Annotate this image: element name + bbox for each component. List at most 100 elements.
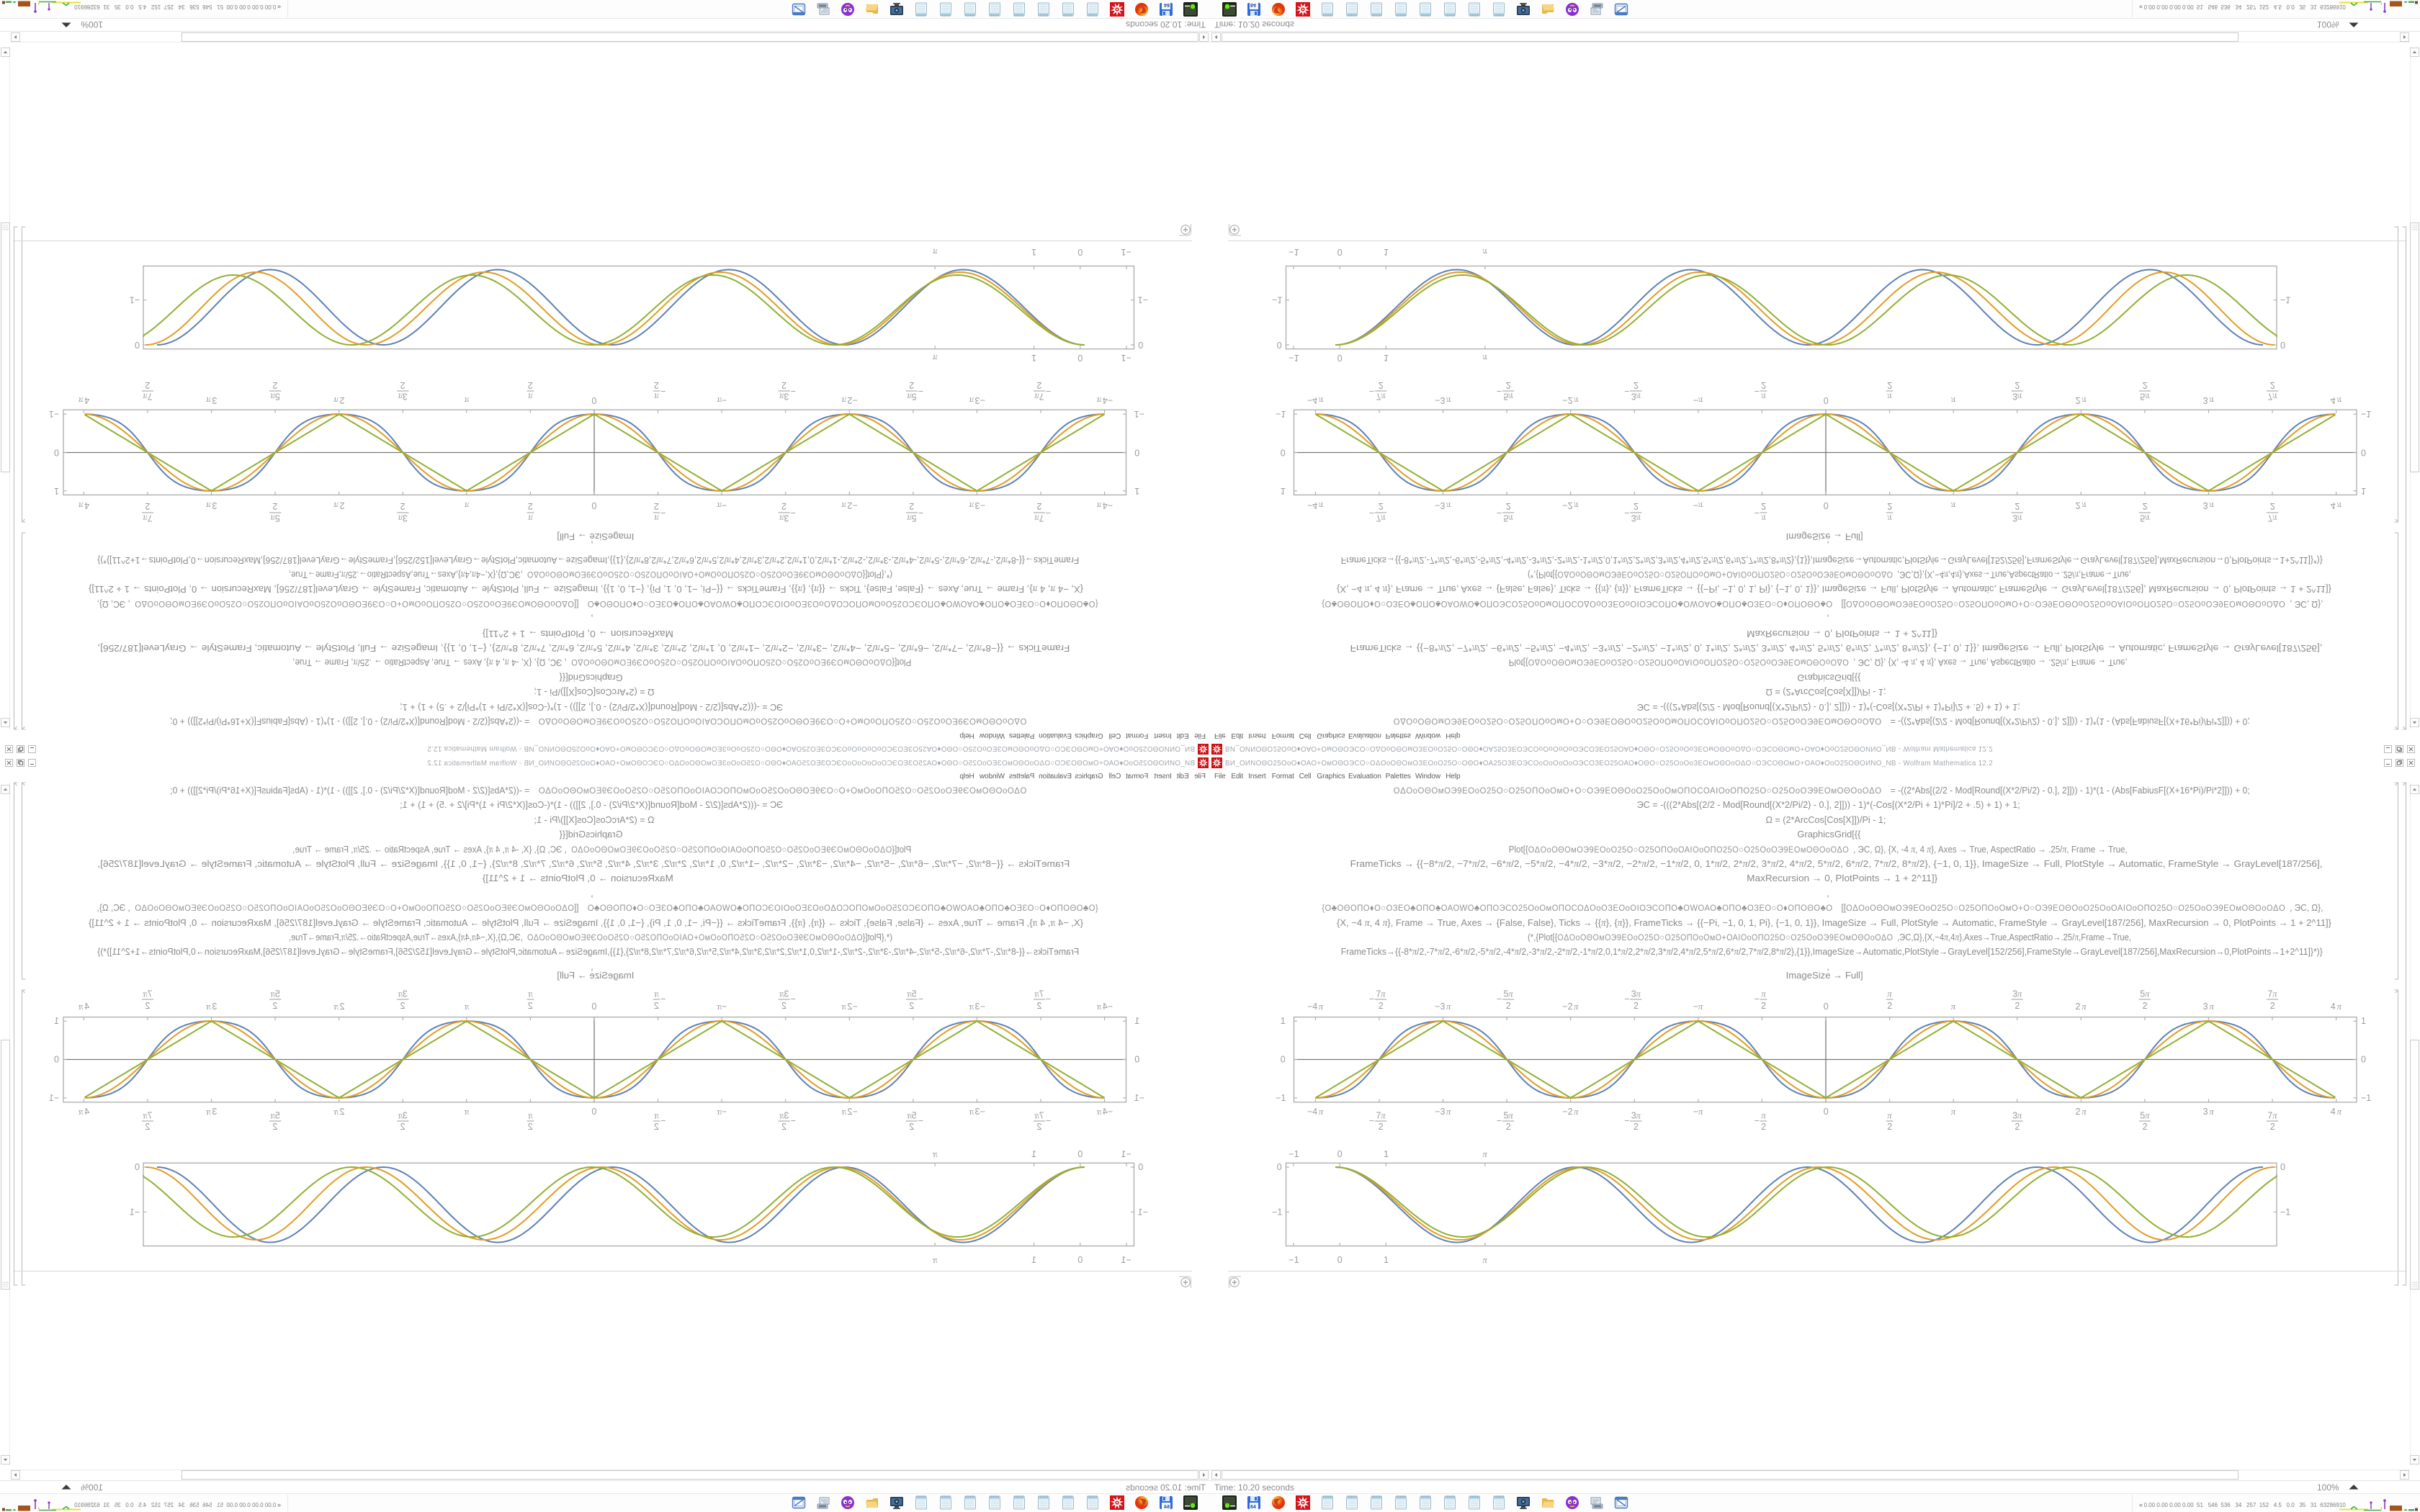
svg-text:π: π	[270, 989, 275, 999]
svg-text:π: π	[1574, 500, 1579, 511]
svg-text:5: 5	[912, 1111, 917, 1121]
svg-text:2: 2	[1036, 380, 1041, 390]
svg-text:−2: −2	[1562, 395, 1572, 405]
svg-text:7: 7	[148, 392, 153, 402]
svg-text:−1: −1	[1289, 247, 1299, 257]
svg-text:π: π	[2145, 989, 2150, 999]
svg-text:−: −	[790, 994, 795, 1004]
svg-text:4: 4	[2331, 500, 2336, 510]
svg-text:π: π	[717, 1001, 722, 1012]
svg-text:0: 0	[1824, 1002, 1829, 1012]
svg-text:3: 3	[2012, 392, 2017, 402]
svg-text:π: π	[528, 513, 533, 524]
svg-text:−1: −1	[1276, 409, 1286, 419]
svg-text:2: 2	[340, 395, 345, 405]
svg-text:−: −	[1497, 508, 1502, 518]
svg-text:3: 3	[403, 513, 408, 523]
svg-text:π: π	[2145, 392, 2150, 402]
svg-text:π: π	[333, 395, 339, 406]
svg-text:π: π	[1698, 1001, 1703, 1012]
svg-text:1: 1	[1134, 1016, 1139, 1026]
svg-text:2: 2	[528, 380, 533, 390]
svg-text:−: −	[1693, 1002, 1698, 1012]
svg-text:−2: −2	[847, 395, 857, 405]
svg-text:−: −	[1754, 508, 1760, 518]
svg-text:2: 2	[909, 1001, 914, 1011]
svg-text:π: π	[1508, 989, 1513, 999]
svg-text:π: π	[717, 1106, 722, 1117]
svg-text:−4: −4	[1103, 1107, 1113, 1117]
svg-text:π: π	[1096, 1001, 1101, 1012]
svg-text:0: 0	[1337, 1255, 1343, 1265]
svg-text:−1: −1	[1138, 295, 1148, 305]
svg-text:π: π	[1761, 392, 1766, 402]
svg-text:π: π	[398, 1110, 403, 1121]
svg-text:5: 5	[2140, 1111, 2145, 1121]
svg-text:−1: −1	[2361, 409, 2371, 419]
svg-text:π: π	[528, 1110, 533, 1121]
svg-text:2: 2	[2076, 500, 2081, 510]
svg-text:π: π	[1446, 1106, 1451, 1117]
svg-text:−1: −1	[1134, 1093, 1144, 1103]
svg-text:2: 2	[909, 501, 914, 511]
svg-text:π: π	[1574, 395, 1579, 406]
svg-text:2: 2	[1761, 501, 1766, 511]
svg-text:7: 7	[1376, 513, 1381, 523]
svg-text:π: π	[464, 395, 469, 406]
svg-text:π: π	[143, 513, 148, 524]
svg-text:7: 7	[1376, 392, 1381, 402]
svg-text:π: π	[1887, 392, 1892, 402]
svg-text:−: −	[1693, 395, 1698, 405]
svg-text:−: −	[1369, 994, 1374, 1004]
svg-text:3: 3	[2203, 500, 2208, 510]
svg-text:2: 2	[1761, 380, 1766, 390]
svg-text:−: −	[1046, 1116, 1051, 1126]
svg-text:π: π	[907, 989, 912, 999]
svg-text:3: 3	[784, 392, 789, 402]
svg-text:3: 3	[1631, 1111, 1636, 1121]
svg-text:π: π	[1636, 989, 1641, 999]
svg-text:2: 2	[1634, 1001, 1639, 1011]
svg-text:π: π	[1482, 247, 1487, 258]
svg-text:−4: −4	[1103, 395, 1113, 405]
svg-text:7: 7	[148, 989, 153, 999]
svg-text:1: 1	[1281, 1016, 1286, 1026]
svg-text:0: 0	[1077, 1255, 1083, 1265]
svg-text:2: 2	[400, 1001, 405, 1011]
svg-text:4: 4	[2331, 1107, 2336, 1117]
svg-text:5: 5	[912, 989, 917, 999]
svg-text:5: 5	[2140, 989, 2145, 999]
svg-text:0: 0	[1281, 1055, 1286, 1065]
svg-text:−2: −2	[847, 1002, 857, 1012]
svg-text:π: π	[1761, 513, 1766, 524]
svg-text:0: 0	[2280, 340, 2285, 350]
svg-text:2: 2	[781, 1001, 786, 1011]
svg-text:−: −	[660, 508, 666, 518]
svg-text:−4: −4	[1307, 395, 1317, 405]
svg-text:0: 0	[54, 1055, 59, 1065]
svg-text:−: −	[918, 1116, 923, 1126]
svg-text:0: 0	[1281, 448, 1286, 458]
svg-text:−: −	[1046, 994, 1051, 1004]
svg-text:π: π	[398, 989, 403, 999]
svg-text:π: π	[206, 1001, 211, 1012]
svg-text:π: π	[1574, 1106, 1579, 1117]
svg-text:π: π	[1887, 1110, 1892, 1121]
svg-text:0: 0	[54, 448, 59, 458]
svg-text:−: −	[1693, 1107, 1698, 1117]
svg-text:2: 2	[1634, 501, 1639, 511]
svg-text:2: 2	[2015, 1001, 2020, 1011]
svg-text:−1: −1	[49, 1093, 59, 1103]
svg-text:−1: −1	[1289, 1149, 1299, 1159]
svg-text:π: π	[206, 1106, 211, 1117]
svg-text:−1: −1	[1121, 247, 1131, 257]
svg-text:π: π	[933, 247, 938, 258]
svg-text:−1: −1	[1121, 353, 1131, 363]
svg-text:π: π	[841, 500, 846, 511]
svg-text:5: 5	[1504, 513, 1509, 523]
svg-text:5: 5	[275, 989, 280, 999]
svg-text:2: 2	[2076, 395, 2081, 405]
svg-text:2: 2	[1036, 1001, 1041, 1011]
svg-text:5: 5	[275, 513, 280, 523]
svg-text:π: π	[1698, 395, 1703, 406]
